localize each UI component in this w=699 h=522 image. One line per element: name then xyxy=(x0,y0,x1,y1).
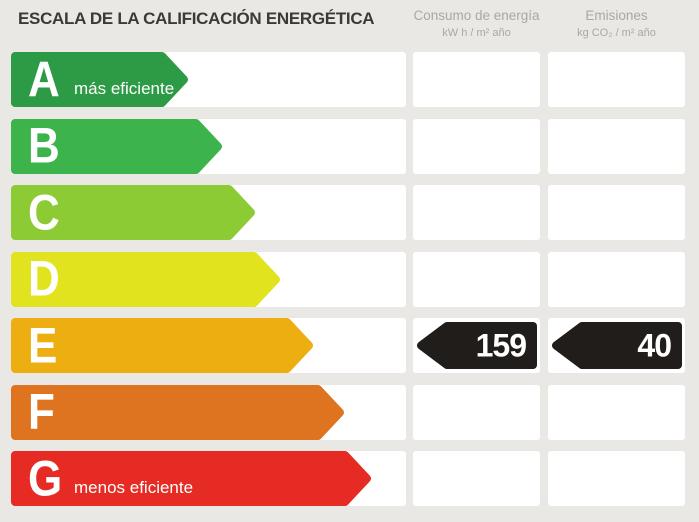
emissions-cell-b xyxy=(548,118,685,174)
consumption-value-badge: 159 xyxy=(417,322,537,369)
consumption-value: 159 xyxy=(475,327,527,363)
rating-band-box-e: E xyxy=(11,318,406,373)
class-c-arrow-icon xyxy=(11,185,255,240)
rating-label-g: menos eficiente xyxy=(74,478,194,497)
rating-row-f: F xyxy=(0,383,699,440)
rating-letter-f: F xyxy=(28,383,55,440)
rating-row-b: B xyxy=(0,117,699,174)
emissions-cell-a xyxy=(548,52,685,107)
consumption-value-badge-icon xyxy=(417,322,537,369)
rating-label-a: más eficiente xyxy=(74,79,175,98)
consumption-column-unit: kW h / m² año xyxy=(442,27,511,39)
emissions-cell-c xyxy=(548,185,685,240)
rating-band-box-b: B xyxy=(11,117,406,174)
emissions-cell-f xyxy=(548,384,685,440)
rating-letter-b: B xyxy=(28,117,60,174)
class-a-arrow-icon xyxy=(11,52,188,107)
consumption-cell-c xyxy=(413,185,540,240)
rating-letter-g: G xyxy=(28,450,63,506)
rating-letter-e: E xyxy=(28,317,58,373)
column-header-consumption: Consumo de energía kW h / m² año xyxy=(413,7,540,40)
page-title: ESCALA DE LA CALIFICACIÓN ENERGÉTICA xyxy=(18,9,375,28)
rating-row-e: E 159 40 xyxy=(0,318,699,373)
class-g-arrow-icon xyxy=(11,451,371,506)
consumption-cell-e: 159 xyxy=(413,318,540,373)
consumption-column-title: Consumo de energía xyxy=(413,8,540,23)
emissions-value-badge: 40 xyxy=(552,322,682,369)
consumption-cell-g xyxy=(413,451,540,506)
rating-row-c: C xyxy=(0,185,699,240)
emissions-cell-d xyxy=(548,251,685,307)
consumption-cell-f xyxy=(413,384,540,440)
consumption-cell-b xyxy=(413,118,540,174)
rating-letter-d: D xyxy=(28,250,60,307)
consumption-cell-d xyxy=(413,251,540,307)
rating-letter-c: C xyxy=(28,184,60,240)
emissions-column-unit: kg CO₂ / m² año xyxy=(577,27,656,39)
rating-row-d: D xyxy=(0,250,699,307)
rating-letter-a: A xyxy=(28,51,60,107)
rating-band-box-d: D xyxy=(11,250,406,307)
emissions-cell-e: 40 xyxy=(548,318,685,373)
emissions-value-badge-icon xyxy=(552,322,682,369)
class-e-arrow-icon xyxy=(11,318,313,373)
column-header-emissions: Emisiones kg CO₂ / m² año xyxy=(548,7,685,40)
rating-band-box-c: C xyxy=(11,185,406,240)
class-b-arrow-icon xyxy=(11,118,222,174)
rating-band-box-f: F xyxy=(11,383,406,440)
emissions-value: 40 xyxy=(637,327,672,363)
class-d-arrow-icon xyxy=(11,251,280,307)
emissions-cell-g xyxy=(548,451,685,506)
emissions-column-title: Emisiones xyxy=(585,8,648,23)
class-f-arrow-icon xyxy=(11,384,344,440)
consumption-cell-a xyxy=(413,52,540,107)
